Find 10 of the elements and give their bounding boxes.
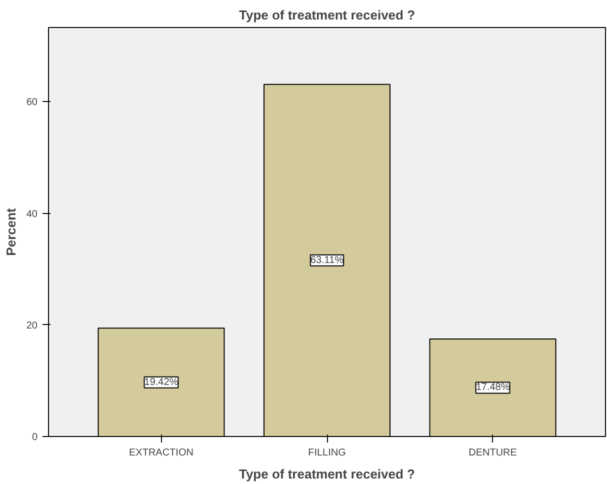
y-tick-label: 60 bbox=[26, 97, 38, 108]
y-tick-label: 20 bbox=[26, 320, 38, 332]
x-tick-label: DENTURE bbox=[468, 448, 518, 458]
y-axis-title: Percent bbox=[3, 207, 18, 256]
y-tick-label: 40 bbox=[26, 208, 38, 220]
x-tick-label: FILLING bbox=[308, 448, 346, 458]
x-tick-label: EXTRACTION bbox=[129, 448, 194, 458]
y-tick-label: 0 bbox=[32, 432, 38, 443]
x-axis-title: Type of treatment received ? bbox=[238, 466, 416, 482]
chart-title: Type of treatment received ? bbox=[238, 8, 416, 22]
